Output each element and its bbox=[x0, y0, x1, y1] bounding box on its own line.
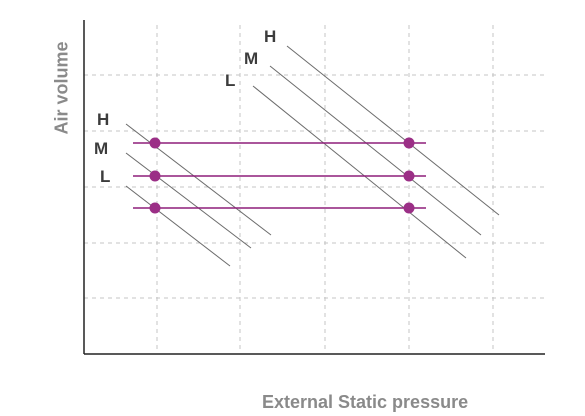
operating-point-right-medium bbox=[403, 170, 415, 182]
label-right-medium: M bbox=[244, 49, 258, 68]
operating-point-left-medium bbox=[149, 170, 161, 182]
fan-curve-right-high bbox=[286, 45, 500, 216]
label-right-low: L bbox=[225, 71, 235, 90]
label-left-low: L bbox=[100, 167, 110, 186]
system-lines bbox=[133, 142, 426, 209]
y-axis-title: Air volume bbox=[51, 41, 72, 135]
operating-point-left-high bbox=[149, 137, 161, 149]
fan-curve-right-low bbox=[252, 85, 467, 259]
fan-curve-right-medium bbox=[269, 65, 482, 236]
fan-curve-left-high bbox=[125, 123, 272, 236]
speed-labels: H M L H M L bbox=[94, 27, 276, 186]
label-left-high: H bbox=[97, 110, 109, 129]
label-left-medium: M bbox=[94, 139, 108, 158]
operating-point-right-high bbox=[403, 137, 415, 149]
x-axis-title: External Static pressure bbox=[262, 392, 469, 412]
operating-point-right-low bbox=[403, 202, 415, 214]
operating-point-left-low bbox=[149, 202, 161, 214]
grid bbox=[84, 25, 545, 352]
label-right-high: H bbox=[264, 27, 276, 46]
fan-curve-left-medium bbox=[125, 152, 252, 249]
axes bbox=[83, 20, 545, 355]
operating-points bbox=[149, 137, 415, 214]
fan-curves bbox=[125, 45, 500, 267]
fan-curve-left-low bbox=[125, 185, 231, 267]
